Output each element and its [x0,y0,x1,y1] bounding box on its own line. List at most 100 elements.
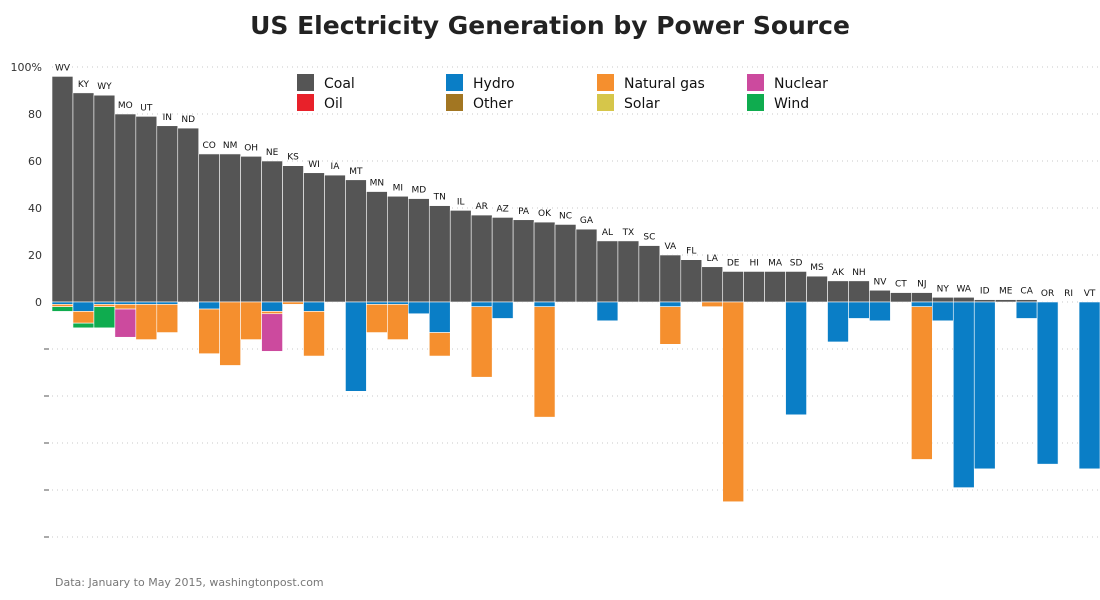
state-label-wv: WV [55,63,71,73]
legend-swatch-other [446,94,463,111]
source-note: Data: January to May 2015, washingtonpos… [55,576,324,589]
state-label-fl: FL [686,247,696,257]
state-label-tx: TX [622,228,635,238]
bar-coal-pa [512,219,535,303]
y-tick-label: 60 [28,155,42,168]
bar-coal-mt [345,179,367,303]
state-label-nv: NV [873,277,887,287]
bar-coal-la [701,266,724,303]
bar-coal-wv [51,76,74,303]
state-label-me: ME [999,287,1013,297]
bar-natural-gas-mi [387,304,409,340]
bar-hydro-nv [869,301,891,322]
chart-title: US Electricity Generation by Power Sourc… [250,11,850,40]
bar-natural-gas-wy [93,304,116,308]
y-tick-label: 20 [28,249,42,262]
bar-coal-nd [177,127,200,303]
legend-label-natural-gas: Natural gas [624,76,705,92]
state-label-ma: MA [768,258,783,268]
bar-coal-nj [911,292,933,303]
bar-coal-fl [680,259,703,303]
bar-natural-gas-wv [51,304,74,308]
bar-hydro-ky [72,301,95,312]
state-label-ny: NY [937,284,950,294]
state-label-wy: WY [97,82,112,92]
legend-swatch-hydro [446,74,463,91]
bar-coal-nh [848,280,870,303]
bar-coal-nv [869,289,891,303]
bar-natural-gas-mn [366,304,388,333]
state-label-nm: NM [223,141,238,151]
bar-coal-va [659,254,682,303]
legend-label-nuclear: Nuclear [774,76,828,92]
bar-coal-mn [366,191,388,303]
bar-coal-al [596,240,619,303]
bars [51,76,1100,503]
legend-label-hydro: Hydro [473,76,515,92]
legend-swatch-nuclear [747,74,764,91]
legend-swatch-coal [297,74,314,91]
state-label-or: OR [1041,289,1054,299]
bar-coal-wy [93,94,116,303]
y-tick-label: 40 [28,202,42,215]
y-tick-label: 0 [35,296,42,309]
bar-coal-ga [575,228,598,303]
legend-swatch-wind [747,94,764,111]
state-label-nd: ND [181,115,195,125]
bar-hydro-va [659,301,682,307]
state-label-il: IL [457,197,465,207]
state-label-oh: OH [244,143,258,153]
bar-hydro-az [491,301,514,319]
bar-coal-az [491,217,514,303]
bar-hydro-id [973,301,996,470]
bar-coal-ny [932,296,954,303]
state-label-ks: KS [287,153,299,163]
bar-coal-il [449,210,472,303]
bar-nuclear-ne [261,313,283,352]
state-label-tn: TN [433,193,446,203]
bar-hydro-al [596,301,619,322]
bar-coal-me [994,299,1017,303]
bar-coal-wi [303,172,325,303]
state-label-la: LA [707,254,719,264]
bar-hydro-mo [114,301,137,305]
bar-hydro-vt [1078,301,1100,470]
bar-hydro-wa [952,301,975,488]
bar-natural-gas-mo [114,304,137,310]
state-label-pa: PA [518,207,530,217]
bar-wind-wy [93,306,116,329]
legend-label-solar: Solar [624,96,660,112]
state-label-va: VA [664,242,677,252]
bar-coal-ma [764,271,786,303]
state-label-ca: CA [1020,287,1033,297]
bar-hydro-ar [470,301,493,307]
state-label-ia: IA [331,162,341,172]
bar-hydro-ny [932,301,954,322]
bar-hydro-nh [848,301,870,319]
bar-wind-wv [51,306,74,312]
bar-natural-gas-ok [533,306,556,418]
state-label-ky: KY [78,80,90,90]
bar-natural-gas-co [198,308,220,354]
state-label-ri: RI [1064,289,1073,299]
bar-natural-gas-tn [428,332,451,357]
state-label-az: AZ [496,204,508,214]
bar-coal-in [156,125,179,303]
bar-natural-gas-ar [470,306,493,378]
bar-natural-gas-la [701,301,724,307]
state-label-wi: WI [308,160,320,170]
state-label-vt: VT [1084,289,1096,299]
bar-natural-gas-va [659,306,682,345]
legend-label-other: Other [473,96,513,112]
bar-hydro-ne [261,301,283,312]
bar-coal-ok [533,221,556,303]
state-label-wa: WA [956,284,971,294]
bar-hydro-sd [785,301,807,416]
state-label-ms: MS [810,263,824,273]
bar-hydro-in [156,301,179,305]
state-label-al: AL [602,228,613,238]
bar-coal-tx [617,240,640,303]
bar-coal-wa [952,296,975,303]
bar-nuclear-mo [114,308,137,338]
